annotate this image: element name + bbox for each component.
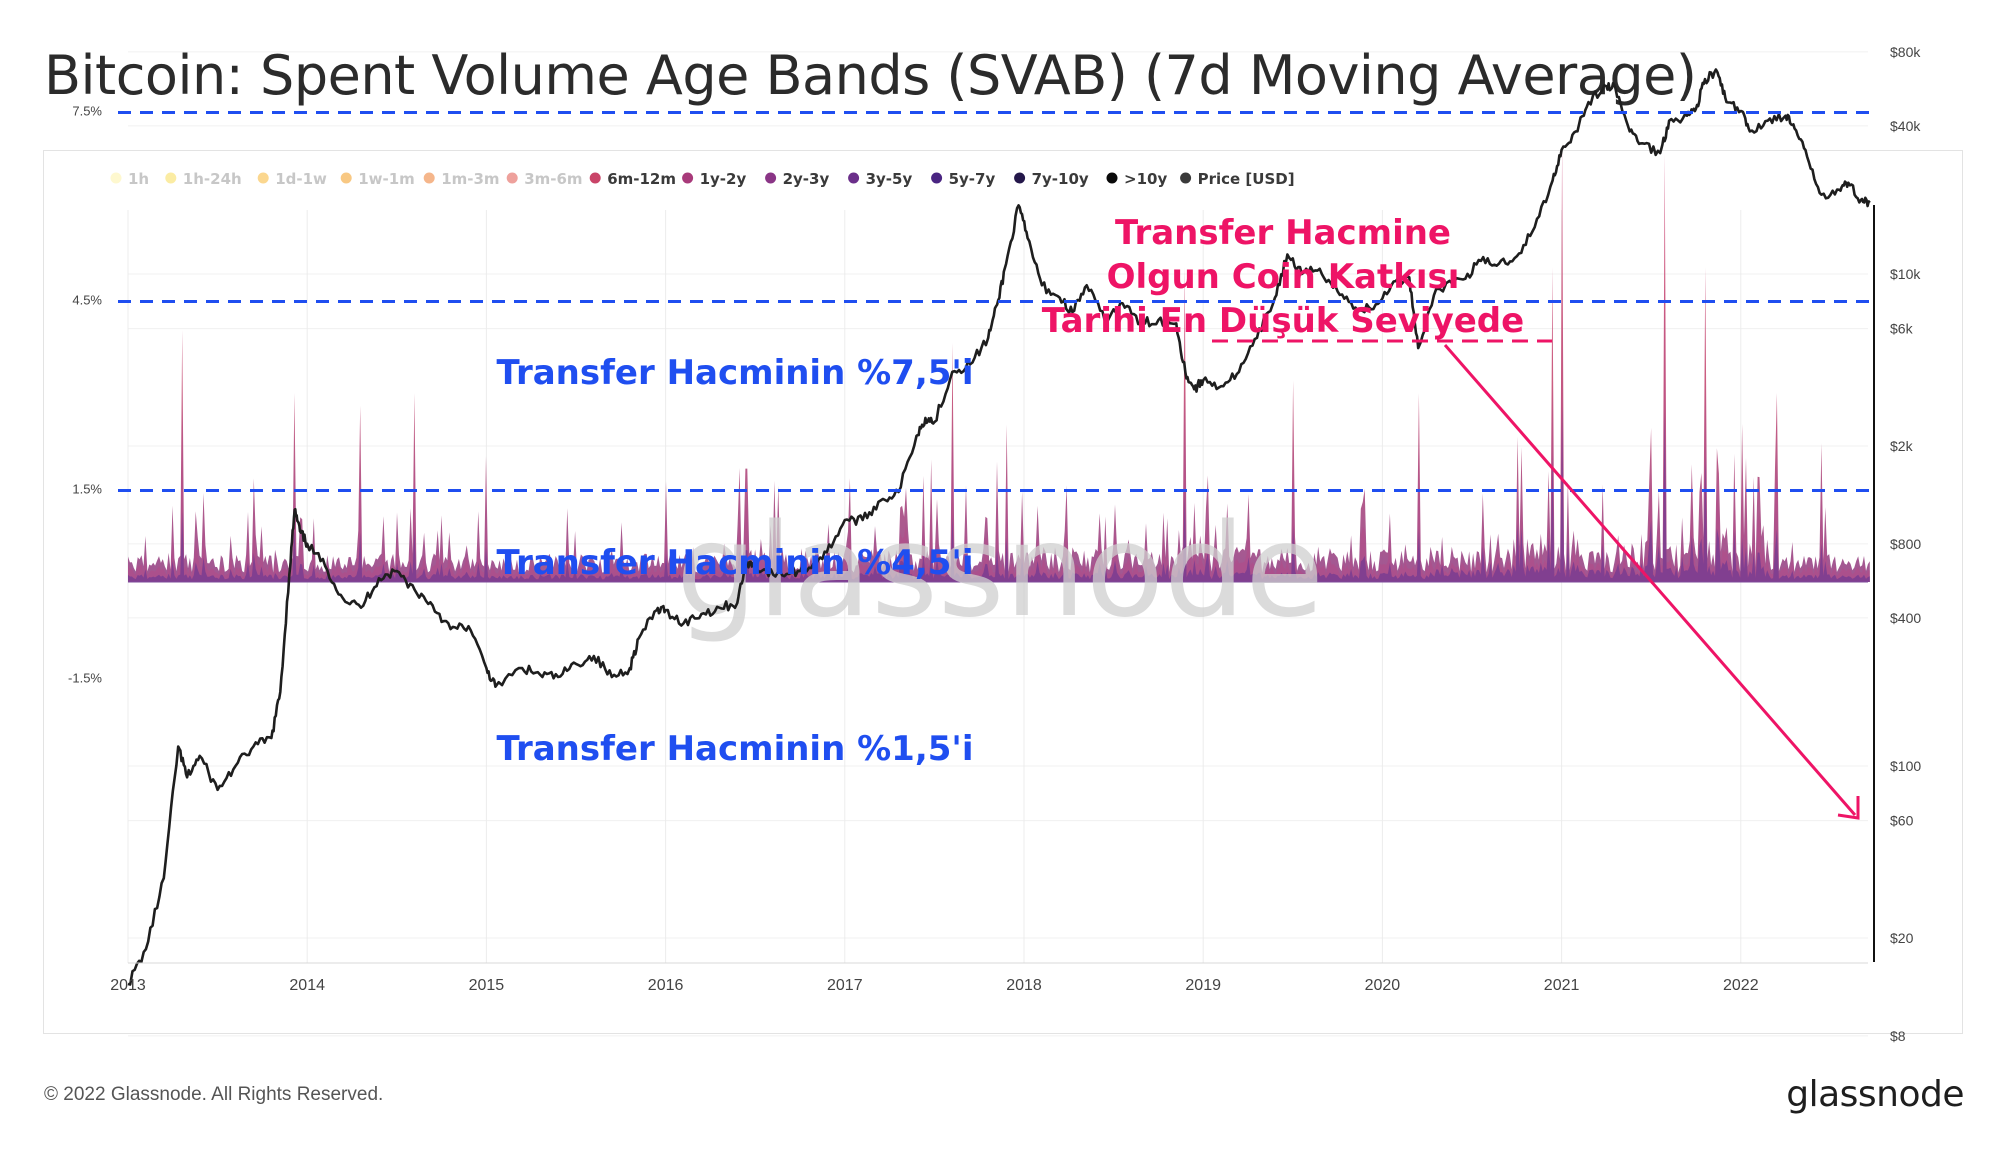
annotations: Transfer Hacminin %7,5'i Transfer Hacmin… bbox=[497, 213, 1860, 820]
legend-item-label: 1y-2y bbox=[700, 170, 747, 188]
footer-logo: glassnode bbox=[1786, 1074, 1964, 1115]
x-tick-label: 2013 bbox=[110, 977, 146, 994]
x-tick-label: 2017 bbox=[827, 977, 863, 994]
legend-dot bbox=[1014, 172, 1026, 184]
y-right-tick-label: $60 bbox=[1890, 813, 1914, 829]
price-line-group bbox=[127, 68, 1871, 986]
legend-dot bbox=[423, 172, 435, 184]
legend-dot bbox=[110, 172, 122, 184]
red-trend-arrow bbox=[1443, 344, 1857, 816]
x-tick-label: 2022 bbox=[1723, 977, 1759, 994]
legend-dot bbox=[506, 172, 518, 184]
red-arrow-head bbox=[1837, 796, 1860, 820]
y-right-tick-label: $80k bbox=[1890, 44, 1921, 60]
y-left-tick-label: 4.5% bbox=[72, 293, 102, 308]
legend-item-label: 1d-1w bbox=[275, 170, 327, 188]
legend-dot bbox=[682, 172, 694, 184]
legend-dot bbox=[165, 172, 177, 184]
y-right-tick-label: $2k bbox=[1890, 438, 1914, 454]
legend-dot bbox=[257, 172, 269, 184]
red-annotation-line-1: Transfer Hacmine bbox=[1115, 213, 1451, 253]
y-right-tick-label: $400 bbox=[1890, 610, 1921, 626]
x-tick-label: 2014 bbox=[289, 977, 325, 994]
legend-dot bbox=[848, 172, 860, 184]
x-tick-label: 2019 bbox=[1185, 977, 1221, 994]
x-tick-label: 2018 bbox=[1006, 977, 1042, 994]
legend-dot bbox=[1106, 172, 1118, 184]
legend-item-label: 1w-1m bbox=[358, 170, 415, 188]
y-left-tick-label: -1.5% bbox=[68, 671, 102, 686]
y-right-tick-label: $6k bbox=[1890, 321, 1914, 337]
reference-lines bbox=[118, 111, 1870, 492]
y-right-tick-label: $40k bbox=[1890, 118, 1921, 134]
axes: 2013 2014 2015 2016 2017 2018 2019 2020 2021 2022… bbox=[68, 44, 1921, 1044]
legend-dot bbox=[340, 172, 352, 184]
legend-item-label: >10y bbox=[1124, 170, 1167, 188]
y-left-tick-label: 7.5% bbox=[72, 104, 102, 119]
x-tick-label: 2015 bbox=[469, 977, 505, 994]
y-right-tick-label: $10k bbox=[1890, 266, 1921, 282]
legend-dot bbox=[765, 172, 777, 184]
legend-item-label: Price [USD] bbox=[1198, 170, 1295, 188]
annotation-4-5: Transfer Hacminin %4,5'i bbox=[497, 543, 974, 583]
x-tick-label: 2020 bbox=[1365, 977, 1401, 994]
y-left-tick-label: 1.5% bbox=[72, 482, 102, 497]
chart-frame bbox=[43, 150, 1963, 1034]
legend-item-label: 1m-3m bbox=[441, 170, 499, 188]
legend-item-label: 1h bbox=[128, 170, 149, 188]
red-annotation-line-3: Tarihi En Düşük Seviyede bbox=[1042, 301, 1524, 341]
legend-item-label: 5y-7y bbox=[949, 170, 996, 188]
y-right-tick-label: $20 bbox=[1890, 930, 1914, 946]
legend-item-label: 7y-10y bbox=[1032, 170, 1089, 188]
legend: 1h 1h-24h 1d-1w 1w-1m 1m-3m 3m-6m 6m-12m 1y-2y 2… bbox=[110, 170, 1295, 188]
red-annotation-line-2: Olgun Coin Katkısı bbox=[1107, 257, 1460, 297]
price-line bbox=[127, 68, 1871, 986]
legend-item-label: 3y-5y bbox=[866, 170, 913, 188]
y-right-tick-label: $8 bbox=[1890, 1028, 1906, 1044]
svab-mid-area bbox=[128, 282, 1870, 582]
y-right-tick-label: $100 bbox=[1890, 758, 1921, 774]
legend-dot bbox=[931, 172, 943, 184]
annotation-1-5: Transfer Hacminin %1,5'i bbox=[497, 729, 974, 769]
annotation-7-5: Transfer Hacminin %7,5'i bbox=[497, 353, 974, 393]
legend-dot bbox=[589, 172, 601, 184]
legend-item-label: 2y-3y bbox=[783, 170, 830, 188]
legend-dot bbox=[1180, 172, 1192, 184]
y-right-tick-label: $800 bbox=[1890, 536, 1921, 552]
legend-item-label: 3m-6m bbox=[524, 170, 582, 188]
x-tick-label: 2021 bbox=[1544, 977, 1580, 994]
watermark: glassnode bbox=[676, 497, 1324, 646]
x-tick-label: 2016 bbox=[648, 977, 684, 994]
legend-item-label: 6m-12m bbox=[607, 170, 676, 188]
legend-item-label: 1h-24h bbox=[183, 170, 242, 188]
chart-title: Bitcoin: Spent Volume Age Bands (SVAB) (… bbox=[44, 44, 1697, 107]
footer-copyright: © 2022 Glassnode. All Rights Reserved. bbox=[44, 1084, 384, 1105]
